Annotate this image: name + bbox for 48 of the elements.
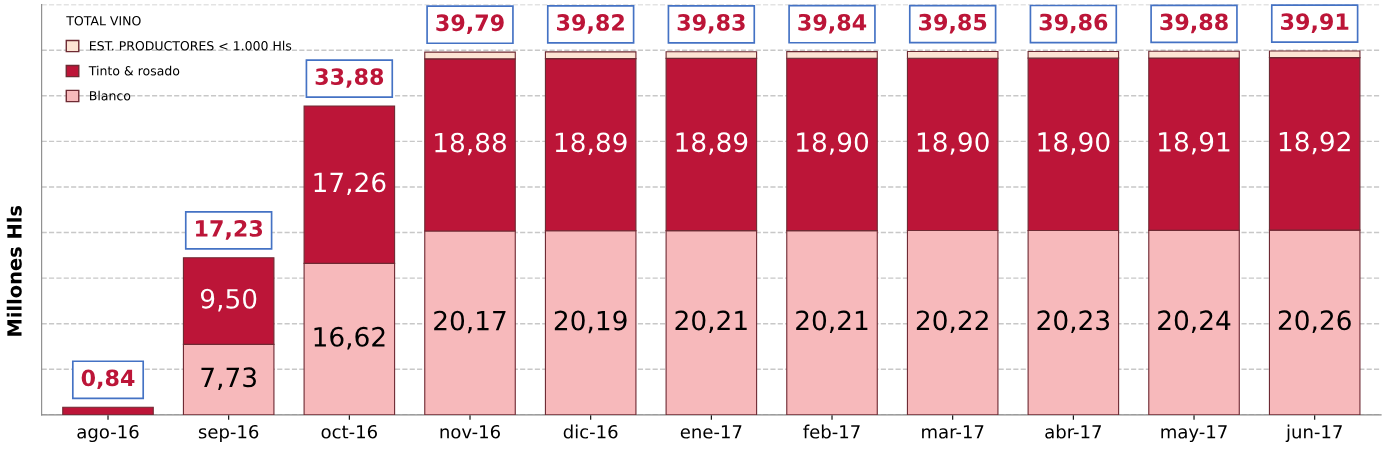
data-label: 17,26 xyxy=(314,172,386,196)
legend-title: TOTAL VINO xyxy=(66,16,141,26)
data-label: 18,89 xyxy=(676,132,748,155)
x-tick-label: jun-17 xyxy=(1285,424,1342,443)
x-tick-label: sep-16 xyxy=(198,424,259,443)
total-label: 39,91 xyxy=(1281,13,1349,33)
data-label: 20,21 xyxy=(796,310,868,334)
y-axis-title: Millones Hls xyxy=(6,205,22,336)
data-label: 20,21 xyxy=(675,310,747,334)
total-label: 39,79 xyxy=(436,14,504,34)
total-label: 33,88 xyxy=(315,68,384,88)
total-label: 39,86 xyxy=(1039,13,1108,34)
data-label: 20,17 xyxy=(434,310,506,334)
total-label: 39,83 xyxy=(677,13,745,34)
data-label: 18,90 xyxy=(797,132,869,155)
data-label: 18,89 xyxy=(555,132,627,156)
data-label: 20,22 xyxy=(916,310,988,334)
bar xyxy=(62,406,154,415)
data-label: 18,90 xyxy=(1038,131,1110,155)
total-label: 39,88 xyxy=(1160,13,1228,34)
total-label: 17,23 xyxy=(196,220,263,240)
data-label: 20,24 xyxy=(1158,310,1231,333)
x-tick-label: mar-17 xyxy=(922,425,984,439)
total-label: 39,82 xyxy=(557,14,624,34)
data-label: 16,62 xyxy=(314,326,385,350)
data-label: 20,26 xyxy=(1278,310,1351,333)
legend-label: Tinto & rosado xyxy=(88,65,180,76)
legend-label: EST. PRODUCTORES < 1.000 Hls xyxy=(90,40,292,51)
data-label: 20,23 xyxy=(1037,310,1110,334)
data-label: 18,91 xyxy=(1159,131,1230,155)
x-tick-label: ene-17 xyxy=(680,425,742,439)
x-tick-label: abr-17 xyxy=(1045,424,1101,439)
x-tick-label: oct-16 xyxy=(321,424,377,439)
total-label: 39,85 xyxy=(919,13,987,34)
data-label: 18,90 xyxy=(917,132,989,155)
x-tick-label: dic-16 xyxy=(563,424,618,439)
total-label: 39,84 xyxy=(798,13,867,34)
total-label: 0,84 xyxy=(81,369,135,390)
x-tick-label: may-17 xyxy=(1161,425,1227,443)
data-label: 7,73 xyxy=(201,367,256,391)
legend-label: Blanco xyxy=(90,90,131,101)
x-tick-label: ago-16 xyxy=(77,424,139,443)
data-label: 18,88 xyxy=(435,132,506,156)
data-label: 20,19 xyxy=(554,310,627,334)
data-label: 9,50 xyxy=(200,288,257,312)
x-tick-label: feb-17 xyxy=(803,424,860,439)
data-label: 18,92 xyxy=(1279,131,1350,155)
x-tick-label: nov-16 xyxy=(440,424,500,439)
